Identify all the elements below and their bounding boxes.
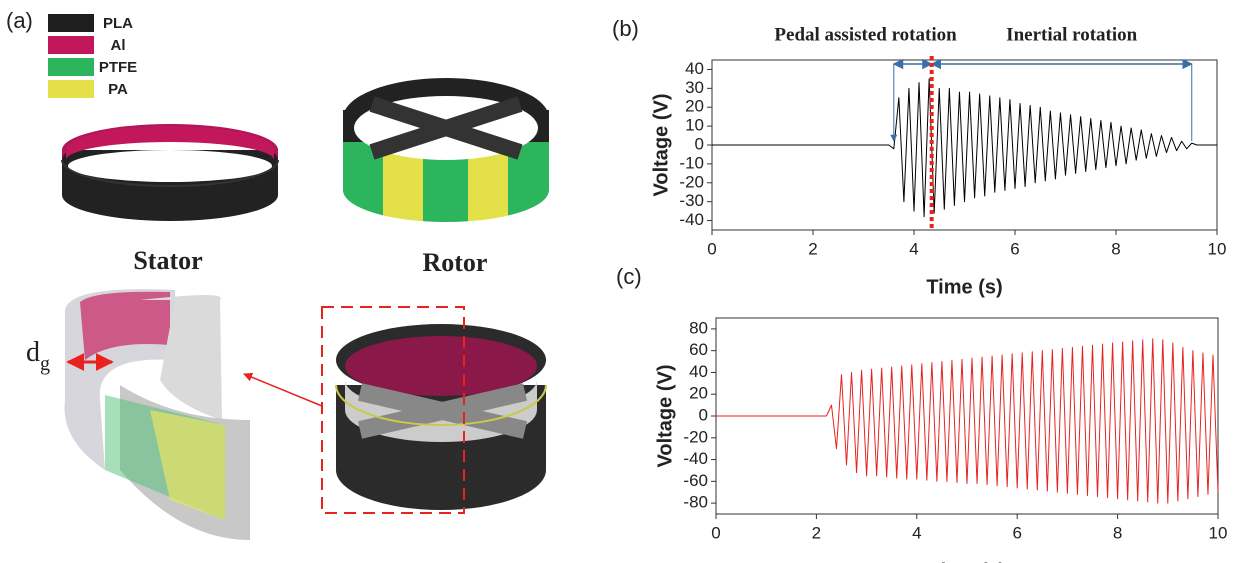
x-tick-label: 4 — [912, 523, 921, 542]
figure: (a) PLA Al PTFE PA Stator Rotor — [0, 0, 1237, 563]
x-tick-label: 0 — [707, 239, 716, 258]
x-tick-label: 8 — [1111, 239, 1120, 258]
legend-swatch — [48, 14, 94, 32]
x-tick-label: 4 — [909, 239, 918, 258]
x-tick-label: 2 — [808, 239, 817, 258]
x-tick-label: 0 — [711, 523, 720, 542]
stator-label: Stator — [133, 246, 202, 275]
x-tick-label: 10 — [1208, 239, 1227, 258]
x-tick-label: 6 — [1010, 239, 1019, 258]
y-axis-title: Voltage (V) — [654, 365, 676, 468]
gap-subscript: g — [40, 353, 50, 375]
rotor-render — [343, 78, 549, 240]
legend-swatch — [48, 36, 94, 54]
y-axis-title: Voltage (V) — [650, 94, 672, 197]
panel-label: (b) — [612, 16, 639, 41]
y-tick-label: 0 — [699, 405, 708, 424]
y-tick-label: 20 — [689, 384, 708, 403]
panel-label: (a) — [6, 8, 33, 33]
annotation-text: Inertial rotation — [1006, 24, 1137, 45]
y-tick-label: -30 — [679, 191, 704, 210]
y-tick-label: 0 — [695, 134, 704, 153]
annotation-text: Pedal assisted rotation — [774, 24, 957, 45]
x-tick-label: 8 — [1113, 523, 1122, 542]
signal-line — [716, 339, 1218, 503]
y-tick-label: 60 — [689, 340, 708, 359]
y-tick-label: -20 — [679, 172, 704, 191]
signal-line — [712, 79, 1217, 217]
y-tick-label: 10 — [685, 116, 704, 135]
y-tick-label: -80 — [683, 493, 708, 512]
gap-label: dg — [26, 337, 50, 374]
y-tick-label: 20 — [685, 97, 704, 116]
legend-label: Al — [111, 37, 126, 54]
x-tick-label: 6 — [1012, 523, 1021, 542]
y-tick-label: 30 — [685, 78, 704, 97]
y-tick-label: -60 — [683, 471, 708, 490]
legend-label: PLA — [103, 15, 133, 32]
legend-label: PA — [108, 81, 128, 98]
y-tick-label: -40 — [683, 449, 708, 468]
y-tick-label: 40 — [689, 362, 708, 381]
y-tick-label: -20 — [683, 427, 708, 446]
y-tick-label: 80 — [689, 318, 708, 337]
exploded-render — [65, 289, 251, 540]
x-axis-title: Time (s) — [926, 276, 1002, 298]
panel-a: (a) PLA Al PTFE PA Stator Rotor — [6, 8, 549, 540]
legend: PLA Al PTFE PA — [48, 14, 137, 98]
y-tick-label: -10 — [679, 153, 704, 172]
rotor-label: Rotor — [423, 248, 488, 277]
panel-label: (c) — [616, 264, 642, 289]
legend-swatch — [48, 80, 94, 98]
assembled-render — [336, 324, 546, 510]
x-tick-label: 2 — [812, 523, 821, 542]
x-tick-label: 10 — [1209, 523, 1228, 542]
gap-symbol: d — [26, 337, 40, 368]
legend-label: PTFE — [99, 59, 137, 76]
y-tick-label: 40 — [685, 59, 704, 78]
y-tick-label: -40 — [679, 210, 704, 229]
legend-swatch — [48, 58, 94, 76]
stator-render — [62, 124, 278, 221]
